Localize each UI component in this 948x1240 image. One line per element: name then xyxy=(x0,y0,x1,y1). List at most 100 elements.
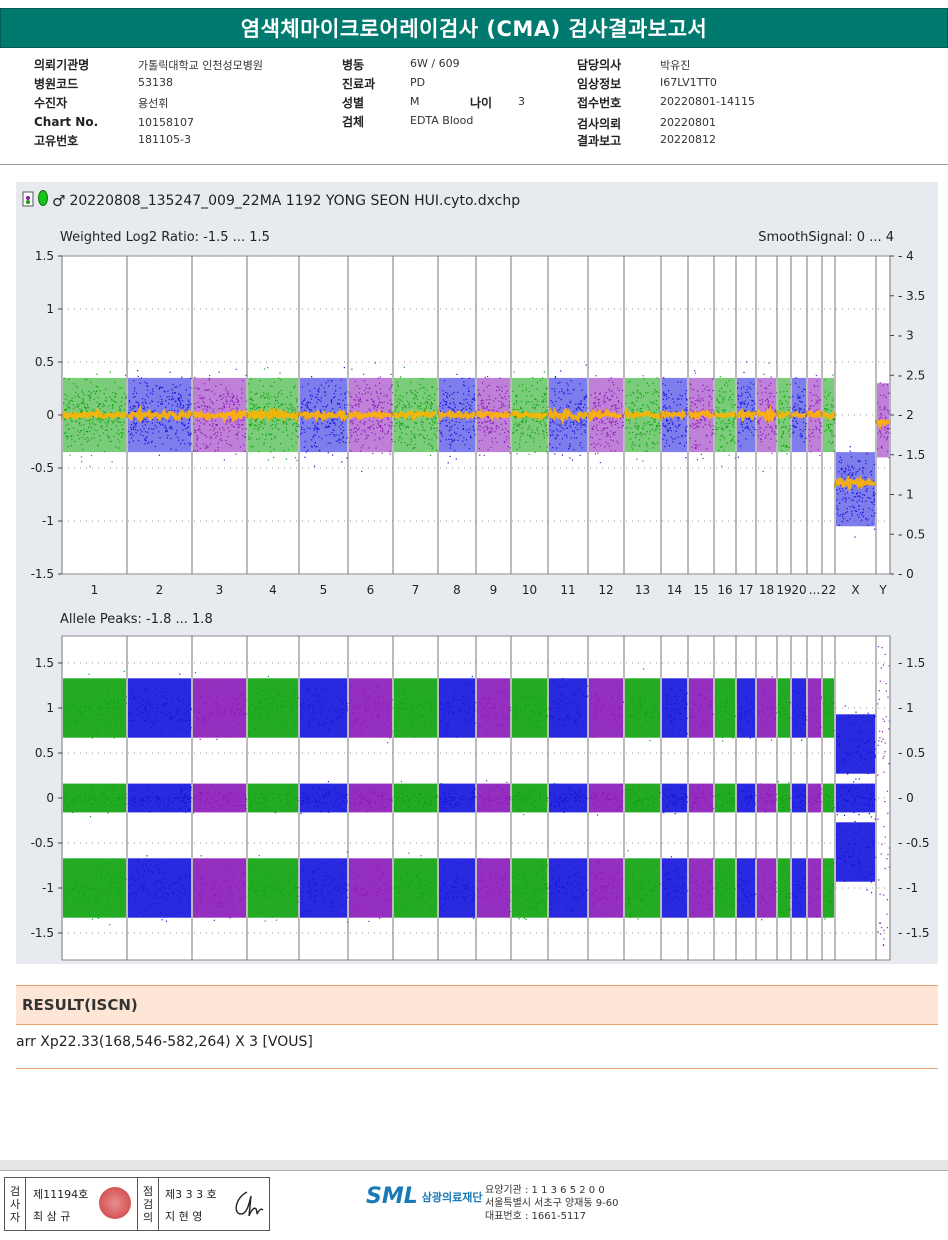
plot-file-title-row: ♂ 20220808_135247_009_22MA 1192 YONG SEO… xyxy=(22,190,520,212)
info-value: 20220812 xyxy=(660,133,716,146)
chart2-allele-band xyxy=(128,858,191,918)
info-label: 결과보고 xyxy=(577,134,622,148)
chart2-allele-band xyxy=(792,678,806,738)
chart1-smooth-line xyxy=(755,404,777,425)
info-label: 검사의뢰 xyxy=(577,117,622,131)
chart1-xtick-label: 12 xyxy=(598,583,613,597)
chart1-smooth-line xyxy=(834,474,877,493)
info-value: 20220801-14115 xyxy=(660,95,755,108)
chart2-ytick-label: 0.5 xyxy=(35,746,54,760)
chart2-allele-band xyxy=(549,678,587,738)
chart1-xtick-label: 3 xyxy=(216,583,224,597)
chart2-allele-band xyxy=(737,783,755,813)
chart2-allele-band xyxy=(439,858,475,918)
chart2-allele-band xyxy=(512,858,547,918)
chart2-allele-band xyxy=(836,783,875,813)
chart2-allele-band xyxy=(512,783,547,813)
chart2-allele-band xyxy=(477,678,510,738)
chart1-xtick-label: 14 xyxy=(667,583,682,597)
chart1-xtick-label: X xyxy=(851,583,859,597)
chart1-smooth-line xyxy=(587,407,623,423)
org-line: 서울특별시 서초구 양재동 9-60 xyxy=(485,1198,619,1209)
chart2-allele-band xyxy=(792,783,806,813)
chart2-allele-band xyxy=(63,783,126,813)
chart1-y2tick-label: - 2 xyxy=(898,408,914,422)
chart1-smooth-line xyxy=(547,406,589,426)
v-char: 검 xyxy=(142,1197,154,1211)
chart2-chrom-points xyxy=(877,646,891,947)
chart2-allele-band xyxy=(589,858,623,918)
chart2-allele-band xyxy=(349,678,392,738)
chart1-xtick-label: 8 xyxy=(453,583,461,597)
result-heading-bar: RESULT(ISCN) xyxy=(16,985,938,1025)
chart2-allele-band xyxy=(662,678,687,738)
chart2-allele-band xyxy=(248,783,298,813)
chart2-allele-band xyxy=(128,783,191,813)
info-value: 박유진 xyxy=(660,59,691,72)
male-symbol-icon: ♂ xyxy=(52,192,66,210)
v-char: 자 xyxy=(9,1210,21,1224)
chart1-y2tick-label: - 2.5 xyxy=(898,368,925,382)
reviewer-license: 제3 3 3 호 xyxy=(165,1188,217,1201)
chart1-ytick-label: -1.5 xyxy=(31,567,54,581)
chart2-allele-band xyxy=(193,678,246,738)
chart2-ytick-label: -1 xyxy=(42,881,54,895)
info-value: 20220801 xyxy=(660,116,716,129)
chart2-allele-band xyxy=(625,678,660,738)
chart1-y2tick-label: - 0 xyxy=(898,567,914,581)
inspector-license: 제11194호 xyxy=(33,1188,89,1201)
chart2-allele-band xyxy=(808,858,821,918)
info-label: 성별 xyxy=(342,96,365,110)
chart2-ytick-label-right: - 1 xyxy=(898,701,914,715)
cma-chart-svg: Weighted Log2 Ratio: -1.5 ... 1.5 SmoothS… xyxy=(31,230,930,961)
chart2-allele-band xyxy=(300,783,347,813)
footer-divider xyxy=(0,1160,948,1171)
chart2-allele-band xyxy=(193,858,246,918)
chart1-xtick-label: 9 xyxy=(490,583,498,597)
chart2-ytick-label-right: - -1 xyxy=(898,881,918,895)
chart2-allele-band xyxy=(662,858,687,918)
chart1-smooth-line xyxy=(246,406,300,423)
chart2-allele-band xyxy=(662,783,687,813)
chart1-xtick-label: 2 xyxy=(156,583,164,597)
v-char: 사 xyxy=(9,1197,21,1211)
chart1-xtick-label: 18 xyxy=(759,583,774,597)
chart2-allele-band xyxy=(808,783,821,813)
chart1-xtick-label: 10 xyxy=(522,583,537,597)
chart1-xtick-label: 13 xyxy=(635,583,650,597)
info-label: 병원코드 xyxy=(34,77,79,91)
chart1-smooth-line xyxy=(776,408,791,420)
chart2-ytick-label: 1 xyxy=(46,701,54,715)
green-pin-icon xyxy=(38,190,48,212)
info-label: 접수번호 xyxy=(577,96,622,110)
info-label: 담당의사 xyxy=(577,58,622,72)
chart2-ytick-label: 0 xyxy=(46,791,54,805)
chart1-y2tick-label: - 1.5 xyxy=(898,448,925,462)
chart2-allele-band xyxy=(300,678,347,738)
chart2-ytick-label-right: - 1.5 xyxy=(898,656,925,670)
info-value: 가톨릭대학교 인천성모병원 xyxy=(138,59,263,72)
chart2-allele-band xyxy=(477,858,510,918)
chart1-smooth-line xyxy=(660,409,687,423)
chart1-ytick-label: 1.5 xyxy=(35,249,54,263)
chart2-allele-band xyxy=(778,858,790,918)
chart2-allele-band xyxy=(477,783,510,813)
info-label: 병동 xyxy=(342,58,365,72)
chart1-smooth-line xyxy=(821,411,836,421)
chart2-ytick-label-right: - 0.5 xyxy=(898,746,925,760)
chart1-smooth-line xyxy=(437,406,477,422)
chart1-smooth-line xyxy=(61,407,128,421)
chart2-allele-band xyxy=(792,858,806,918)
chart2-allele-band xyxy=(823,858,834,918)
chart1-ytick-label: 0.5 xyxy=(35,355,54,369)
chart1-xtick-label: 19 xyxy=(776,583,791,597)
chart2-allele-band xyxy=(549,783,587,813)
v-char: 검 xyxy=(9,1184,21,1198)
chart2-allele-band xyxy=(394,858,437,918)
chart2-allele-band xyxy=(625,858,660,918)
chart2-allele-band xyxy=(589,783,623,813)
chart2-allele-band xyxy=(128,678,191,738)
chart1-xtick-label: 11 xyxy=(560,583,575,597)
chart2-allele-band xyxy=(248,858,298,918)
chart2-ytick-label-right: - 0 xyxy=(898,791,914,805)
